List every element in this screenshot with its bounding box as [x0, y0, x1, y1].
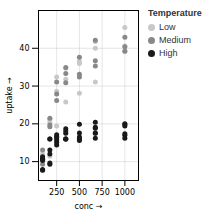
- html-text:Temperature: Temperature: [148, 8, 202, 18]
- svg-text:conc →: conc →: [74, 202, 102, 211]
- svg-text:10: 10: [19, 157, 29, 166]
- svg-text:20: 20: [19, 119, 29, 128]
- html-text:High: High: [159, 48, 178, 58]
- svg-text:30: 30: [19, 82, 29, 91]
- svg-text:40: 40: [19, 44, 29, 53]
- html-text:Medium: Medium: [159, 35, 191, 45]
- svg-text:250: 250: [49, 188, 64, 197]
- svg-text:uptake →: uptake →: [5, 77, 14, 114]
- svg-text:750: 750: [94, 188, 109, 197]
- svg-text:500: 500: [72, 188, 87, 197]
- html-text:Low: Low: [159, 22, 176, 32]
- svg-text:1000: 1000: [115, 188, 135, 197]
